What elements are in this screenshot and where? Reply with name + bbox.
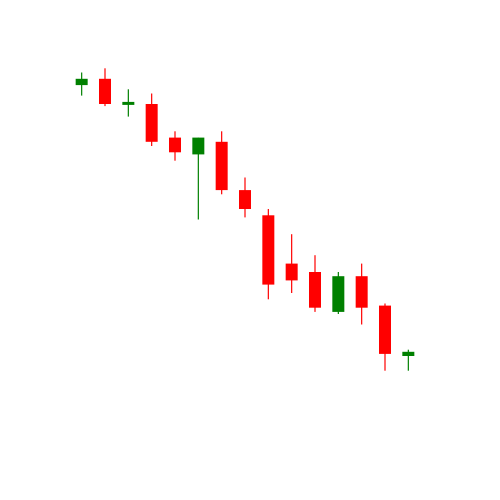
candle-7 xyxy=(215,131,228,195)
candles-layer xyxy=(75,68,415,371)
candle-3 xyxy=(122,89,135,117)
candle-6 xyxy=(192,137,205,220)
candle-14 xyxy=(379,303,391,371)
candle-body-down xyxy=(262,215,275,285)
candle-2 xyxy=(99,68,111,107)
candle-12 xyxy=(332,272,345,314)
candle-body-up xyxy=(192,137,205,155)
candle-body-up xyxy=(402,351,415,356)
candle-body-down xyxy=(215,141,228,191)
candle-body-down xyxy=(309,272,321,308)
candle-11 xyxy=(309,255,321,312)
candle-body-up xyxy=(75,78,88,86)
candle-body-down xyxy=(169,137,181,153)
candle-body-down xyxy=(285,263,298,281)
candle-1 xyxy=(75,72,88,96)
candle-body-down xyxy=(355,276,368,308)
candle-body-down xyxy=(99,78,111,104)
candle-body-up xyxy=(332,276,345,312)
candle-body-down xyxy=(239,190,251,209)
candle-13 xyxy=(355,263,368,325)
candle-body-down xyxy=(145,104,158,142)
candle-10 xyxy=(285,234,298,293)
candle-9 xyxy=(262,209,275,300)
candle-4 xyxy=(145,93,158,146)
candle-body-up xyxy=(122,101,135,105)
candle-8 xyxy=(239,177,251,218)
candle-body-down xyxy=(379,305,391,354)
candle-5 xyxy=(169,131,181,161)
candle-15 xyxy=(402,349,415,371)
